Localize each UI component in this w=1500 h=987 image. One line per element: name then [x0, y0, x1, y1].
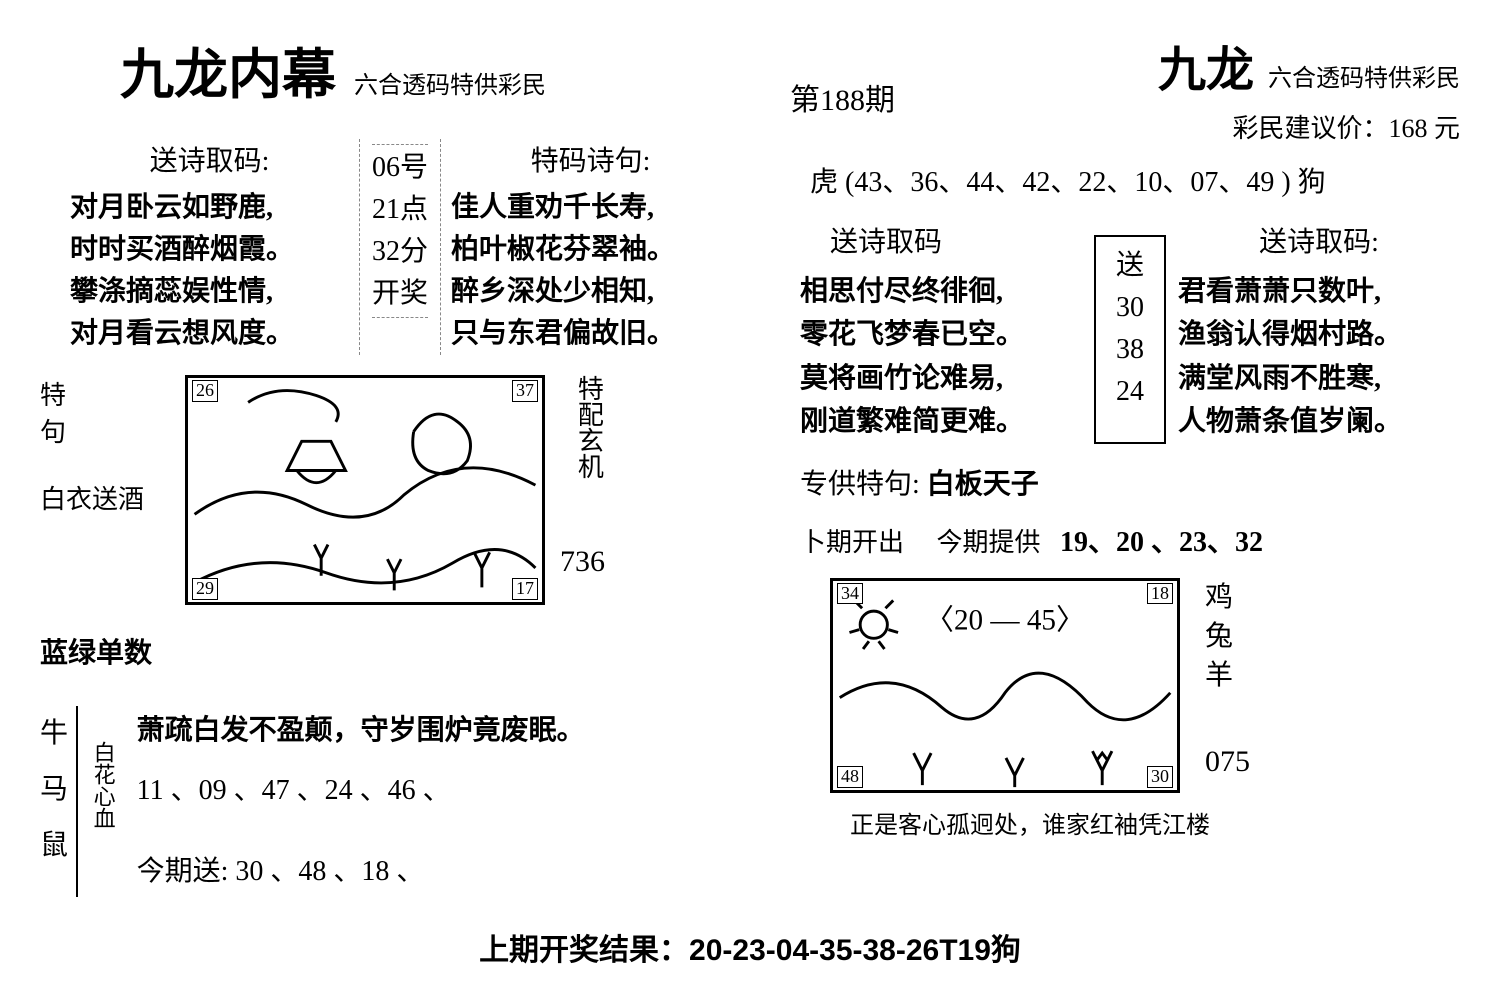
song-line: 送: [1116, 245, 1144, 287]
time-line: 06号: [372, 144, 428, 189]
side-num: 075: [1205, 745, 1250, 779]
right-poem2-line: 满堂风雨不胜寒,: [1178, 357, 1460, 400]
caption-line: 正是客心孤迥处，谁家红袖凭江楼: [850, 805, 1460, 840]
bottom-nums: 11 、09 、47 、24 、46 、: [137, 766, 730, 816]
brand-sub: 六合透码特供彩民: [1268, 66, 1460, 92]
right-poem1: 送诗取码 相思付尽终徘徊, 零花飞梦春已空。 莫将画竹论难易, 刚道繁难简更难。: [800, 220, 1082, 444]
poem-row: 送诗取码: 对月卧云如野鹿, 时时买酒醉烟霞。 攀涤摘蕊娱性情, 对月看云想风度…: [40, 139, 730, 355]
tiger-line: 虎 (43、36、44、42、22、10、07、49 ) 狗: [810, 160, 1460, 200]
zodiac: 牛: [40, 706, 68, 762]
right-poem2: 送诗取码: 君看萧萧只数叶, 渔翁认得烟村路。 满堂风雨不胜寒, 人物萧条值岁阑…: [1178, 220, 1460, 444]
left-column: 九龙内幕 六合透码特供彩民 送诗取码: 对月卧云如野鹿, 时时买酒醉烟霞。 攀涤…: [40, 30, 750, 977]
poem2-line: 醉乡深处少相知,: [451, 271, 730, 313]
time-line: 开奖: [372, 273, 428, 318]
poem2-line: 只与东君偏故旧。: [451, 313, 730, 355]
corner-tr: 37: [512, 380, 538, 402]
song-box: 送 30 38 24: [1094, 235, 1166, 444]
provide-nums: 19、20 、23、32: [1060, 527, 1263, 558]
poem2-title: 特码诗句:: [451, 139, 730, 179]
right-brand: 九龙 六合透码特供彩民 彩民建议价：168 元: [1158, 30, 1460, 145]
bottom-poem: 萧疏白发不盈颠，守岁围炉竟废眠。: [137, 706, 730, 756]
poem2-block: 特码诗句: 佳人重劝千长寿, 柏叶椒花芬翠袖。 醉乡深处少相知, 只与东君偏故旧…: [451, 139, 730, 355]
main-title: 九龙内幕: [120, 30, 336, 109]
poem1-line: 时时买酒醉烟霞。: [70, 229, 349, 271]
xuanji-label: 特配玄机: [570, 375, 606, 525]
issue-number: 第188期: [770, 30, 895, 119]
right-poem2-line: 人物萧条值岁阑。: [1178, 400, 1460, 443]
special-value: 白板天子: [927, 469, 1039, 500]
bottom-left: 牛 马 鼠 白花心血 萧疏白发不盈颠，守岁围炉竟废眠。 11 、09 、47 、…: [40, 706, 730, 897]
provide-label2: 今期提供: [937, 528, 1041, 557]
right-poem2-title: 送诗取码:: [1178, 220, 1460, 260]
sketch-text: 〈20 — 45〉: [925, 604, 1085, 636]
poem1-title: 送诗取码:: [70, 139, 349, 179]
right-sketch-row: 34 18 48 30 〈20 — 45〉: [770, 578, 1460, 793]
vert-label: 白花心血: [88, 706, 117, 897]
time-box: 06号 21点 32分 开奖: [359, 139, 441, 355]
zodiac: 羊: [1205, 656, 1250, 695]
right-poem1-line: 相思付尽终徘徊,: [800, 270, 1082, 313]
zodiac: 鸡: [1205, 578, 1250, 617]
teju-line1: 白衣送酒: [40, 479, 170, 516]
bottom-content: 萧疏白发不盈颠，守岁围炉竟废眠。 11 、09 、47 、24 、46 、 今期…: [127, 706, 730, 897]
brand-big: 九龙: [1158, 44, 1254, 97]
provide-label1: 卜期开出: [800, 528, 904, 557]
song-line: 24: [1116, 371, 1144, 413]
right-side-info: 鸡 兔 羊 075: [1205, 578, 1250, 780]
special-line: 专供特句: 白板天子: [800, 462, 1460, 502]
right-header: 第188期 九龙 六合透码特供彩民 彩民建议价：168 元: [770, 30, 1460, 145]
right-poem1-title: 送诗取码: [800, 220, 1082, 260]
sketch-svg: 〈20 — 45〉: [833, 581, 1177, 790]
main-subtitle: 六合透码特供彩民: [354, 65, 546, 100]
sketch-svg: [188, 378, 542, 602]
right-poem1-line: 零花飞梦春已空。: [800, 313, 1082, 356]
corner-bl: 29: [192, 578, 218, 600]
teju-left-labels: 特 句 白衣送酒 蓝绿单数: [40, 375, 170, 671]
sketch-wrap: 26 37 29 17: [185, 375, 545, 605]
right-poem2-line: 君看萧萧只数叶,: [1178, 270, 1460, 313]
right-sketch: 34 18 48 30 〈20 — 45〉: [830, 578, 1180, 793]
provide-line: 卜期开出 今期提供 19、20 、23、32: [800, 520, 1460, 560]
poem1-line: 对月卧云如野鹿,: [70, 187, 349, 229]
teju-label: 特 句: [40, 375, 170, 449]
zodiac-right: 鸡 兔 羊: [1205, 578, 1250, 696]
poem1-line: 对月看云想风度。: [70, 313, 349, 355]
zodiac-column: 牛 马 鼠: [40, 706, 78, 897]
right-column: 第188期 九龙 六合透码特供彩民 彩民建议价：168 元 虎 (43、36、4…: [750, 30, 1460, 977]
xuanji-num: 736: [560, 545, 606, 579]
price-line: 彩民建议价：168 元: [1158, 108, 1460, 145]
time-line: 32分: [372, 231, 428, 273]
left-sketch: 26 37 29 17: [185, 375, 545, 605]
right-poem-row: 送诗取码 相思付尽终徘徊, 零花飞梦春已空。 莫将画竹论难易, 刚道繁难简更难。…: [770, 220, 1460, 444]
song-line: 38: [1116, 329, 1144, 371]
corner-tl: 26: [192, 380, 218, 402]
special-label: 专供特句:: [800, 469, 920, 500]
time-line: 21点: [372, 189, 428, 231]
zodiac: 兔: [1205, 617, 1250, 656]
right-poem2-line: 渔翁认得烟村路。: [1178, 313, 1460, 356]
corner-bl: 48: [837, 766, 863, 788]
left-header: 九龙内幕 六合透码特供彩民: [40, 30, 730, 109]
poem2-line: 柏叶椒花芬翠袖。: [451, 229, 730, 271]
corner-tl: 34: [837, 583, 863, 605]
teju-row: 特 句 白衣送酒 蓝绿单数 26 37 29 17: [40, 375, 730, 671]
poem1-line: 攀涤摘蕊娱性情,: [70, 271, 349, 313]
footer-result: 上期开奖结果：20-23-04-35-38-26T19狗: [0, 925, 1500, 969]
poem1-block: 送诗取码: 对月卧云如野鹿, 时时买酒醉烟霞。 攀涤摘蕊娱性情, 对月看云想风度…: [70, 139, 349, 355]
teju-line2: 蓝绿单数: [40, 631, 170, 671]
corner-br: 17: [512, 578, 538, 600]
right-poem1-line: 莫将画竹论难易,: [800, 357, 1082, 400]
right-poem1-line: 刚道繁难简更难。: [800, 400, 1082, 443]
song-line: 30: [1116, 287, 1144, 329]
poem2-line: 佳人重劝千长寿,: [451, 187, 730, 229]
bottom-send: 今期送: 30 、48 、18 、: [137, 847, 730, 897]
teju-right: 特配玄机 736: [560, 375, 606, 579]
zodiac: 马: [40, 762, 68, 818]
brand-line: 九龙 六合透码特供彩民: [1158, 30, 1460, 100]
zodiac: 鼠: [40, 818, 68, 874]
corner-tr: 18: [1147, 583, 1173, 605]
corner-br: 30: [1147, 766, 1173, 788]
